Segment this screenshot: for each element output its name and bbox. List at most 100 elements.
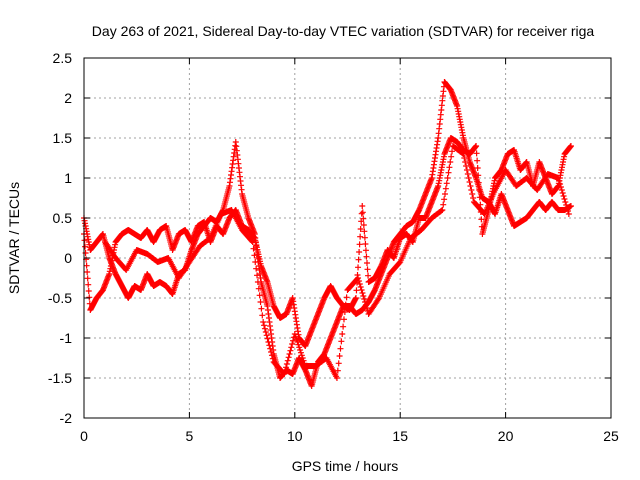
data-point [339, 331, 346, 337]
x-tick-label: 25 [603, 428, 619, 444]
data-point [362, 247, 369, 254]
data-point [361, 234, 368, 241]
data-point [257, 299, 264, 305]
data-point [362, 299, 369, 305]
data-point [447, 159, 454, 165]
data-point [567, 143, 574, 149]
data-point [364, 266, 371, 273]
data-point [268, 349, 275, 355]
data-point [360, 293, 367, 299]
data-point [286, 351, 293, 357]
data-point [444, 175, 451, 181]
data-point [467, 183, 474, 189]
data-point [258, 305, 265, 312]
data-point [285, 354, 292, 361]
data-point [464, 171, 471, 177]
data-point [358, 287, 365, 293]
y-tick-label: 1.5 [53, 130, 73, 146]
data-point [360, 215, 367, 222]
data-point [292, 333, 299, 340]
data-point [282, 367, 289, 374]
data-point [335, 360, 342, 367]
data-point [561, 196, 568, 202]
data-point [446, 164, 453, 171]
data-point [363, 260, 370, 266]
data-point [442, 185, 449, 192]
data-point [254, 272, 261, 279]
data-point [356, 249, 363, 255]
data-point [294, 339, 301, 345]
data-point [556, 178, 563, 184]
data-point [443, 180, 450, 187]
x-axis-title: GPS time / hours [292, 458, 399, 474]
data-point [559, 190, 566, 196]
data-point [557, 184, 564, 190]
data-point [336, 353, 343, 359]
data-point [461, 155, 468, 161]
data-point [475, 172, 482, 179]
data-point [462, 159, 469, 165]
data-point [438, 207, 445, 214]
data-point [281, 371, 288, 377]
data-point [264, 335, 271, 342]
data-point [469, 191, 476, 197]
data-point [352, 295, 359, 301]
y-tick-label: 1 [64, 170, 72, 186]
data-point [250, 245, 257, 252]
data-point [83, 262, 90, 269]
y-tick-label: 0 [64, 250, 72, 266]
data-point [355, 256, 362, 263]
y-tick-label: 2 [64, 90, 72, 106]
data-point [266, 342, 273, 349]
data-point [85, 281, 92, 288]
data-point [474, 157, 481, 164]
data-point [85, 288, 92, 294]
data-point [297, 349, 304, 356]
data-point [359, 209, 366, 216]
data-point [565, 211, 572, 217]
data-point [356, 281, 363, 287]
data-point [555, 175, 562, 181]
data-point [356, 241, 363, 248]
data-point [563, 202, 570, 208]
data-point [441, 191, 448, 197]
data-point [567, 203, 574, 209]
data-point [341, 309, 348, 315]
data-point [254, 279, 261, 285]
data-point [463, 163, 470, 169]
data-point [365, 272, 372, 279]
x-tick-label: 10 [287, 428, 303, 444]
grid-layer [84, 58, 611, 418]
y-tick-label: -0.5 [48, 290, 72, 306]
data-point [473, 143, 480, 149]
data-point [253, 265, 260, 272]
data-point [249, 239, 256, 245]
data-point [296, 344, 303, 351]
data-point [287, 347, 294, 354]
data-point [81, 237, 88, 244]
y-tick-label: 2.5 [53, 50, 73, 66]
data-point [359, 290, 366, 296]
data-point [86, 294, 93, 301]
data-point [343, 294, 350, 301]
y-axis-title: SDTVAR / TECUs [6, 182, 22, 294]
data-point [358, 210, 365, 217]
data-point [334, 367, 341, 374]
data-point [562, 199, 569, 205]
data-point [463, 167, 470, 173]
data-point [262, 329, 269, 335]
x-tick-label: 0 [80, 428, 88, 444]
data-point [473, 150, 480, 157]
data-point [259, 312, 266, 319]
data-point [290, 337, 297, 344]
data-point [289, 341, 296, 347]
data-point [300, 357, 307, 364]
data-point [560, 193, 567, 199]
data-point [82, 243, 89, 250]
data-point [355, 275, 362, 281]
data-point [338, 338, 345, 345]
y-tick-label: -1.5 [48, 370, 72, 386]
data-point [291, 331, 298, 337]
data-point [474, 165, 481, 171]
data-point [468, 187, 475, 193]
